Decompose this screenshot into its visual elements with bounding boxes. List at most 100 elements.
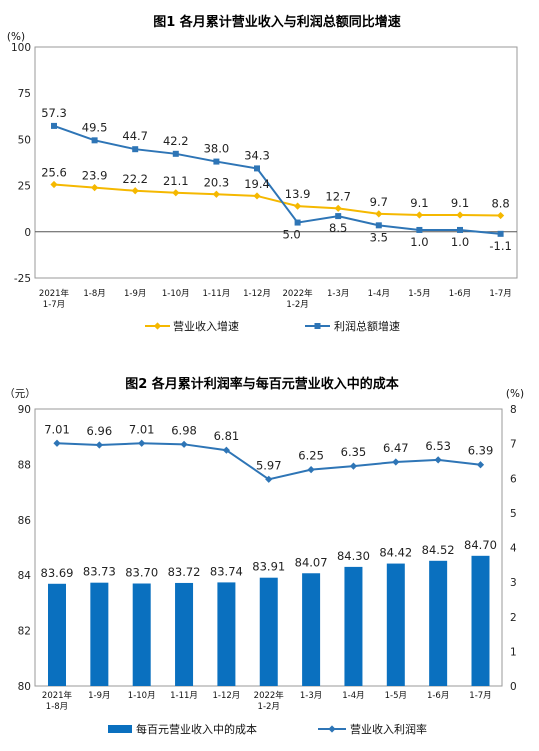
chart1-profit-point: [132, 146, 139, 153]
chart1-profit-point: [335, 213, 342, 220]
chart1-revenue-label: 23.9: [82, 169, 108, 183]
chart2-cost-label: 83.91: [252, 560, 285, 574]
chart2-y-right-tick: 1: [510, 646, 517, 658]
chart1-revenue-label: 13.9: [285, 187, 311, 201]
chart2-margin-point: [222, 446, 230, 454]
chart2-cost-label: 83.74: [210, 564, 243, 578]
chart2-margin-point: [95, 441, 103, 449]
chart1-x-tick: 1-7月: [489, 289, 511, 299]
chart2-y-left-tick: 90: [18, 404, 31, 416]
chart2-x-tick: 1-4月: [342, 691, 364, 701]
chart1-profit-label: 44.7: [122, 129, 148, 143]
chart2-x-tick: 2022年: [254, 690, 285, 701]
chart2-margin-label: 6.47: [383, 441, 409, 455]
chart2-margin-point: [138, 439, 146, 447]
chart1-profit-point: [497, 230, 504, 237]
chart2-x-tick: 2021年: [42, 690, 73, 701]
chart2-x-tick: 1-8月: [46, 702, 68, 712]
chart2-x-tick: 1-5月: [385, 691, 407, 701]
chart1-revenue-point: [334, 204, 342, 212]
chart1-revenue-label: 9.7: [370, 195, 388, 209]
chart1-profit-point: [416, 226, 423, 233]
chart1-profit-point: [375, 222, 382, 229]
chart1-profit-point: [91, 137, 98, 144]
chart1-series-revenue-line: [53, 183, 501, 217]
chart1-profit-label: 8.5: [329, 221, 347, 235]
chart2-x-tick: 1-7月: [469, 691, 491, 701]
chart2-margin-label: 6.35: [341, 445, 367, 459]
chart1-series-profit-line: [53, 124, 501, 235]
chart1-profit-point: [172, 150, 179, 157]
chart2-margin-label: 6.25: [298, 449, 324, 463]
chart2-cost-label: 83.73: [83, 565, 116, 579]
chart2-margin-label: 6.96: [87, 424, 113, 438]
chart1-profit-point: [457, 226, 463, 233]
chart1-profit-label: -1.1: [489, 239, 511, 253]
chart1-revenue-point: [91, 184, 99, 192]
chart1-revenue-label: 9.1: [451, 196, 469, 210]
chart2-y-right-tick: 5: [510, 508, 517, 520]
chart1-profit-label: 42.2: [163, 134, 189, 148]
chart2-y-right-tick: 8: [510, 404, 517, 416]
chart2-margin-point: [434, 456, 442, 464]
chart2-x-tick: 1-10月: [128, 691, 156, 701]
chart1-revenue-label: 20.3: [204, 175, 230, 189]
chart1-x-tick: 1-3月: [327, 289, 349, 299]
chart2-x-tick: 1-6月: [427, 691, 449, 701]
chart1-x-tick: 2022年: [283, 288, 314, 299]
chart2-cost-bar: [132, 583, 151, 686]
chart2-margin-label: 6.98: [171, 423, 197, 437]
chart1-profit-label: 38.0: [204, 142, 230, 156]
chart1-profit-point: [254, 165, 260, 172]
chart2-y-left-tick: 84: [18, 570, 32, 582]
chart1-revenue-label: 25.6: [41, 165, 67, 179]
chart2-cost-label: 83.72: [168, 565, 201, 579]
chart1-legend-profit-label: 利润总额增速: [334, 319, 400, 333]
chart2-y-left-tick: 86: [18, 515, 32, 527]
chart2-y-right-unit: (%): [506, 388, 524, 400]
chart2-margin-label: 6.39: [468, 444, 494, 458]
chart2-y-right-tick: 6: [510, 473, 517, 485]
chart1-profit-label: 3.5: [370, 230, 388, 244]
chart1-x-tick: 1-11月: [203, 289, 231, 299]
chart1-revenue-label: 8.8: [491, 197, 509, 211]
chart1-y-tick: 100: [11, 42, 31, 54]
chart1-x-tick: 1-9月: [124, 289, 146, 299]
chart1-profit-label: 57.3: [41, 106, 67, 120]
chart2-x-tick: 1-12月: [213, 691, 241, 701]
chart1-y-unit: (%): [7, 31, 25, 43]
chart1-profit-label: 1.0: [410, 235, 428, 249]
chart1-x-tick: 1-6月: [449, 289, 471, 299]
chart2-cost-bar: [175, 582, 194, 686]
chart1-revenue-point: [375, 210, 383, 218]
chart2-margin-point: [392, 458, 400, 466]
chart2-margin-point: [53, 439, 61, 447]
chart1-y-tick: 0: [24, 227, 31, 239]
chart2-margin-label: 7.01: [129, 422, 155, 436]
chart1-x-tick: 1-7月: [43, 300, 65, 310]
chart1-revenue-label: 12.7: [325, 189, 351, 203]
chart1-y-tick: 75: [18, 88, 31, 100]
chart1-profit-label: 49.5: [82, 120, 108, 134]
chart1-legend-profit-marker: [314, 323, 321, 329]
chart1-revenue-point: [415, 211, 423, 219]
chart1-revenue-label: 22.2: [122, 172, 148, 186]
chart2-margin-point: [265, 475, 273, 483]
chart1-y-tick: -25: [14, 273, 31, 285]
chart1-revenue-point: [131, 187, 139, 195]
chart2-y-left-tick: 80: [18, 681, 31, 693]
chart2-margin-label: 6.53: [425, 439, 451, 453]
chart2-cost-bar: [259, 577, 278, 686]
chart1-revenue-label: 9.1: [410, 196, 428, 210]
chart2-cost-bar: [429, 560, 448, 686]
chart2-cost-label: 83.70: [125, 566, 158, 580]
chart1-revenue-point: [294, 202, 302, 210]
chart2-cost-label: 84.30: [337, 549, 370, 563]
chart1-revenue-point: [172, 189, 180, 197]
chart1-legend-revenue-marker: [153, 322, 162, 330]
chart2-y-left-tick: 88: [18, 459, 31, 471]
chart2-margin-label: 6.81: [214, 429, 240, 443]
chart2-margin-label: 7.01: [44, 422, 70, 436]
chart2-x-tick: 1-11月: [170, 691, 198, 701]
